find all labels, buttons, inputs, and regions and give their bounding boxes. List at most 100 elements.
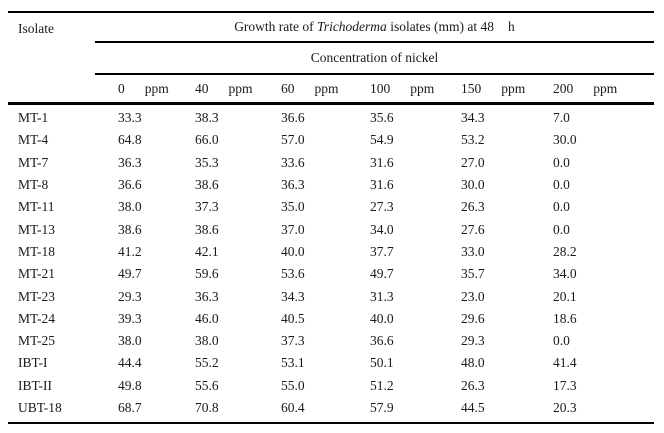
- value-cell: 29.3: [461, 333, 485, 349]
- value-cell: 35.3: [195, 154, 219, 170]
- value-cell: 48.0: [461, 355, 485, 371]
- column-unit: ppm: [593, 80, 618, 96]
- value-cell: 0.0: [553, 333, 570, 349]
- value-cell: 49.7: [370, 266, 394, 282]
- value-cell: 31.6: [370, 177, 394, 193]
- value-cell: 51.2: [370, 377, 394, 393]
- value-cell: 53.6: [281, 266, 305, 282]
- value-cell: 57.9: [370, 400, 394, 415]
- value-cell: 18.6: [553, 310, 577, 326]
- concentration-header-row: 0 ppm 40 ppm 60 ppm 100 ppm: [95, 75, 654, 102]
- value-cell: 38.6: [195, 177, 219, 193]
- isolate-cell: MT-7: [18, 154, 49, 170]
- column-value: 0: [118, 80, 125, 96]
- value-cell: 39.3: [118, 310, 142, 326]
- isolate-cell: IBT-II: [18, 377, 52, 393]
- table-row: MT-25 38.0 38.0 37.3 36.6 29.3 0.0: [8, 330, 654, 352]
- value-cell: 44.5: [461, 400, 485, 415]
- value-cell: 53.1: [281, 355, 305, 371]
- value-cell: 17.3: [553, 377, 577, 393]
- value-cell: 35.7: [461, 266, 485, 282]
- value-cell: 38.0: [195, 333, 219, 349]
- value-cell: 7.0: [553, 110, 570, 126]
- table-row: MT-13 38.6 38.6 37.0 34.0 27.6 0.0: [8, 218, 654, 240]
- isolate-cell: MT-8: [18, 177, 49, 193]
- column-unit: ppm: [314, 80, 339, 96]
- column-unit: ppm: [501, 80, 526, 96]
- value-cell: 57.0: [281, 132, 305, 148]
- table-body: MT-1 33.3 38.3 36.6 35.6 34.3 7.0 MT-4 6…: [8, 105, 654, 422]
- rule-under-concentration: [95, 73, 654, 75]
- column-value: 150: [461, 80, 482, 96]
- rule-under-title: [95, 41, 654, 43]
- value-cell: 0.0: [553, 154, 570, 170]
- isolate-cell: IBT-I: [18, 355, 48, 371]
- value-cell: 27.3: [370, 199, 394, 215]
- isolate-cell: MT-24: [18, 310, 56, 326]
- isolate-cell: MT-21: [18, 266, 56, 282]
- value-cell: 36.3: [118, 154, 142, 170]
- value-cell: 36.6: [118, 177, 142, 193]
- value-cell: 0.0: [553, 199, 570, 215]
- value-cell: 31.6: [370, 154, 394, 170]
- isolate-cell: MT-25: [18, 333, 56, 349]
- column-header-150ppm: 150 ppm: [438, 81, 530, 97]
- value-cell: 38.6: [118, 221, 142, 237]
- value-cell: 64.8: [118, 132, 142, 148]
- column-unit: ppm: [410, 80, 435, 96]
- table-row: UBT-18 68.7 70.8 60.4 57.9 44.5 20.3: [8, 397, 654, 419]
- value-cell: 68.7: [118, 400, 142, 415]
- isolate-cell: MT-11: [18, 199, 55, 215]
- value-cell: 38.6: [195, 221, 219, 237]
- value-cell: 35.0: [281, 199, 305, 215]
- value-cell: 70.8: [195, 400, 219, 415]
- value-cell: 33.6: [281, 154, 305, 170]
- value-cell: 37.3: [195, 199, 219, 215]
- isolate-column-header: Isolate: [18, 21, 54, 36]
- column-value: 60: [281, 80, 295, 96]
- value-cell: 50.1: [370, 355, 394, 371]
- table-row: MT-7 36.3 35.3 33.6 31.6 27.0 0.0: [8, 152, 654, 174]
- isolate-cell: MT-4: [18, 132, 49, 148]
- value-cell: 23.0: [461, 288, 485, 304]
- table-row: MT-23 29.3 36.3 34.3 31.3 23.0 20.1: [8, 285, 654, 307]
- table-row: IBT-II 49.8 55.6 55.0 51.2 26.3 17.3: [8, 375, 654, 397]
- table-row: MT-4 64.8 66.0 57.0 54.9 53.2 30.0: [8, 129, 654, 151]
- title-suffix: isolates (mm) at 48: [386, 19, 495, 34]
- value-cell: 59.6: [195, 266, 219, 282]
- isolate-cell: MT-23: [18, 288, 56, 304]
- table-row: IBT-I 44.4 55.2 53.1 50.1 48.0 41.4: [8, 352, 654, 374]
- title-prefix: Growth rate of: [234, 19, 318, 34]
- column-header-100ppm: 100 ppm: [347, 81, 438, 97]
- value-cell: 34.3: [281, 288, 305, 304]
- value-cell: 55.6: [195, 377, 219, 393]
- value-cell: 40.5: [281, 310, 305, 326]
- column-value: 200: [553, 80, 574, 96]
- isolate-cell: MT-1: [18, 110, 49, 126]
- value-cell: 38.0: [118, 333, 142, 349]
- value-cell: 29.6: [461, 310, 485, 326]
- value-cell: 0.0: [553, 221, 570, 237]
- value-cell: 54.9: [370, 132, 394, 148]
- isolate-cell: MT-18: [18, 243, 56, 259]
- column-header-0ppm: 0 ppm: [95, 81, 172, 97]
- isolate-cell: MT-13: [18, 221, 56, 237]
- value-cell: 60.4: [281, 400, 305, 415]
- table-row: MT-11 38.0 37.3 35.0 27.3 26.3 0.0: [8, 196, 654, 218]
- value-cell: 0.0: [553, 177, 570, 193]
- value-cell: 38.0: [118, 199, 142, 215]
- value-cell: 30.0: [461, 177, 485, 193]
- table-row: MT-8 36.6 38.6 36.3 31.6 30.0 0.0: [8, 174, 654, 196]
- value-cell: 34.0: [370, 221, 394, 237]
- value-cell: 35.6: [370, 110, 394, 126]
- table-row: MT-18 41.2 42.1 40.0 37.7 33.0 28.2: [8, 241, 654, 263]
- growth-rate-table: Isolate Growth rate of Trichoderma isola…: [8, 11, 654, 425]
- value-cell: 36.3: [281, 177, 305, 193]
- column-value: 100: [370, 80, 391, 96]
- value-cell: 29.3: [118, 288, 142, 304]
- value-cell: 20.1: [553, 288, 577, 304]
- title-species-italic: Trichoderma: [317, 19, 387, 34]
- value-cell: 53.2: [461, 132, 485, 148]
- table-header: Isolate Growth rate of Trichoderma isola…: [8, 13, 654, 105]
- value-cell: 34.3: [461, 110, 485, 126]
